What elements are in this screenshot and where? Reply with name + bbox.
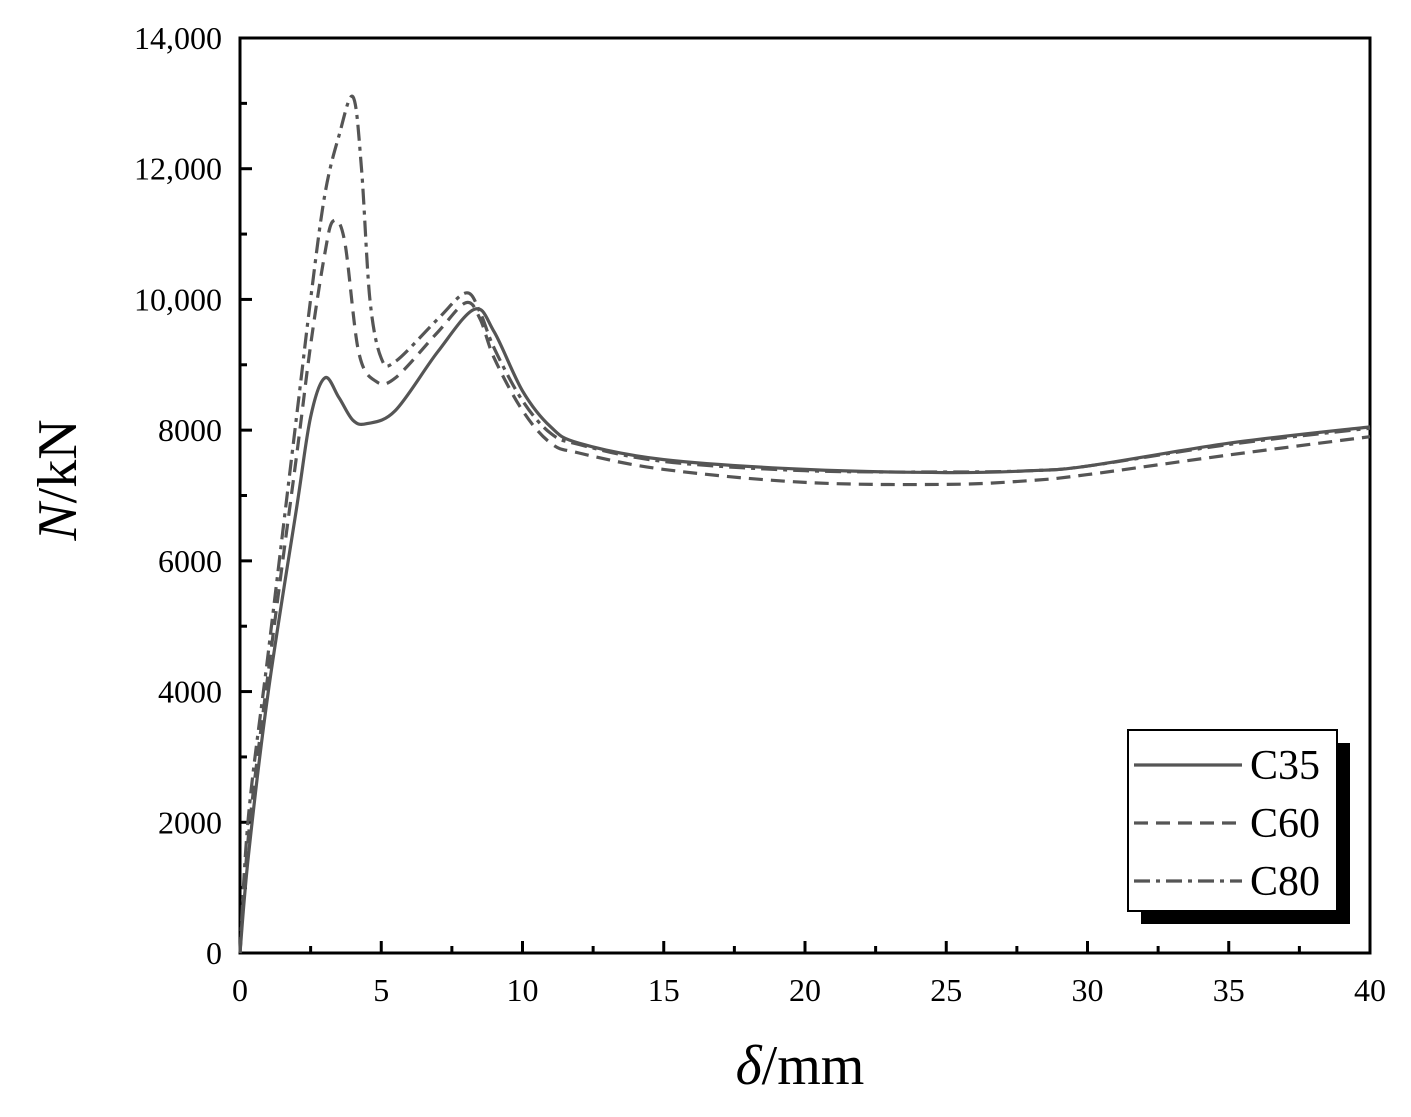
- series-line-c80: [238, 94, 1371, 954]
- y-tick-label: 2000: [158, 804, 222, 840]
- y-axis-title: N/kN: [27, 419, 89, 541]
- y-tick-label: 6000: [158, 543, 222, 579]
- y-axis-unit: /kN: [27, 419, 89, 503]
- x-tick-label: 5: [373, 972, 389, 1008]
- y-tick-label: 0: [206, 935, 222, 971]
- y-tick-label: 4000: [158, 674, 222, 710]
- legend-label-c80: C80: [1250, 859, 1320, 905]
- y-tick-label: 14,000: [134, 20, 222, 56]
- legend-label-c35: C35: [1250, 743, 1320, 789]
- x-axis-symbol: δ: [736, 1035, 763, 1097]
- y-axis-ticks: 0 2000 4000 6000 8000 10,000 12,000 14,000: [134, 20, 252, 971]
- x-tick-label: 20: [789, 972, 821, 1008]
- series-line-c60: [238, 218, 1371, 954]
- x-tick-label: 10: [507, 972, 539, 1008]
- x-tick-label: 15: [648, 972, 680, 1008]
- x-tick-label: 0: [232, 972, 248, 1008]
- svg-text:δ/mm: δ/mm: [736, 1035, 865, 1097]
- y-axis-symbol: N: [27, 501, 89, 542]
- x-axis-ticks: 0 5 10 15 20 25 30 35 40: [232, 941, 1386, 1008]
- x-tick-label: 40: [1354, 972, 1386, 1008]
- y-tick-label: 8000: [158, 412, 222, 448]
- y-tick-label: 10,000: [134, 281, 222, 317]
- svg-text:N/kN: N/kN: [27, 419, 89, 541]
- legend-label-c60: C60: [1250, 801, 1320, 847]
- x-axis-title: δ/mm: [736, 1035, 865, 1097]
- x-tick-label: 30: [1072, 972, 1104, 1008]
- legend: C35 C60 C80: [1127, 729, 1350, 924]
- x-tick-label: 35: [1213, 972, 1245, 1008]
- y-tick-label: 12,000: [134, 151, 222, 187]
- x-tick-label: 25: [930, 972, 962, 1008]
- x-axis-unit: /mm: [762, 1035, 865, 1097]
- series-layer: [238, 94, 1371, 954]
